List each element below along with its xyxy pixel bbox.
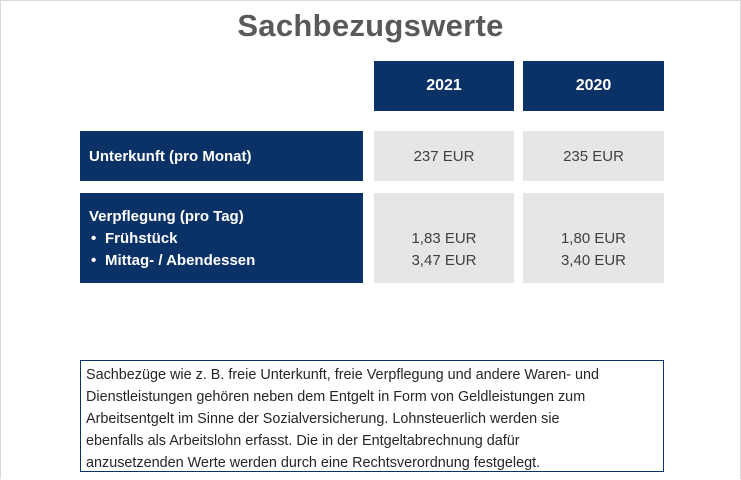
list-item-fruehstueck: Frühstück — [89, 228, 255, 250]
value-unterkunft-2020: 235 EUR — [523, 131, 664, 181]
column-header-2021: 2021 — [374, 61, 514, 111]
row-label-text: Unterkunft (pro Monat) — [89, 147, 252, 165]
value-mittag-abendessen-2021: 3,47 EUR — [411, 252, 477, 269]
list-item-label: Mittag- / Abendessen — [105, 252, 256, 269]
value-verpflegung-2021: 1,83 EUR 3,47 EUR — [374, 193, 514, 283]
list-item-label: Frühstück — [105, 230, 178, 247]
page-title: Sachbezugswerte — [237, 8, 504, 43]
value-fruehstueck-2021: 1,83 EUR — [411, 230, 477, 247]
row-label-text: Verpflegung (pro Tag) — [89, 208, 244, 225]
value-fruehstueck-2020: 1,80 EUR — [560, 230, 627, 247]
column-header-2020: 2020 — [523, 61, 664, 111]
note-line: ebenfalls als Arbeitslohn erfasst. Die i… — [86, 433, 520, 449]
value-unterkunft-2021: 237 EUR — [374, 131, 514, 181]
note-line: Dienstleistungen gehören neben dem Entge… — [86, 389, 586, 405]
note-line: Sachbezüge wie z. B. freie Unterkunft, f… — [86, 367, 600, 383]
row-label-verpflegung: Verpflegung (pro Tag) Frühstück Mittag- … — [80, 193, 363, 283]
list-item-mittag-abendessen: Mittag- / Abendessen — [89, 250, 255, 272]
note-line: anzusetzenden Werte werden durch eine Re… — [86, 455, 541, 471]
note-line: Arbeitsentgelt im Sinne der Sozialversic… — [86, 411, 560, 427]
value-verpflegung-2020: 1,80 EUR 3,40 EUR — [523, 193, 664, 283]
value-mittag-abendessen-2020: 3,40 EUR — [560, 252, 627, 269]
row-label-unterkunft: Unterkunft (pro Monat) — [80, 131, 363, 181]
info-note-box: Sachbezüge wie z. B. freie Unterkunft, f… — [80, 360, 664, 472]
